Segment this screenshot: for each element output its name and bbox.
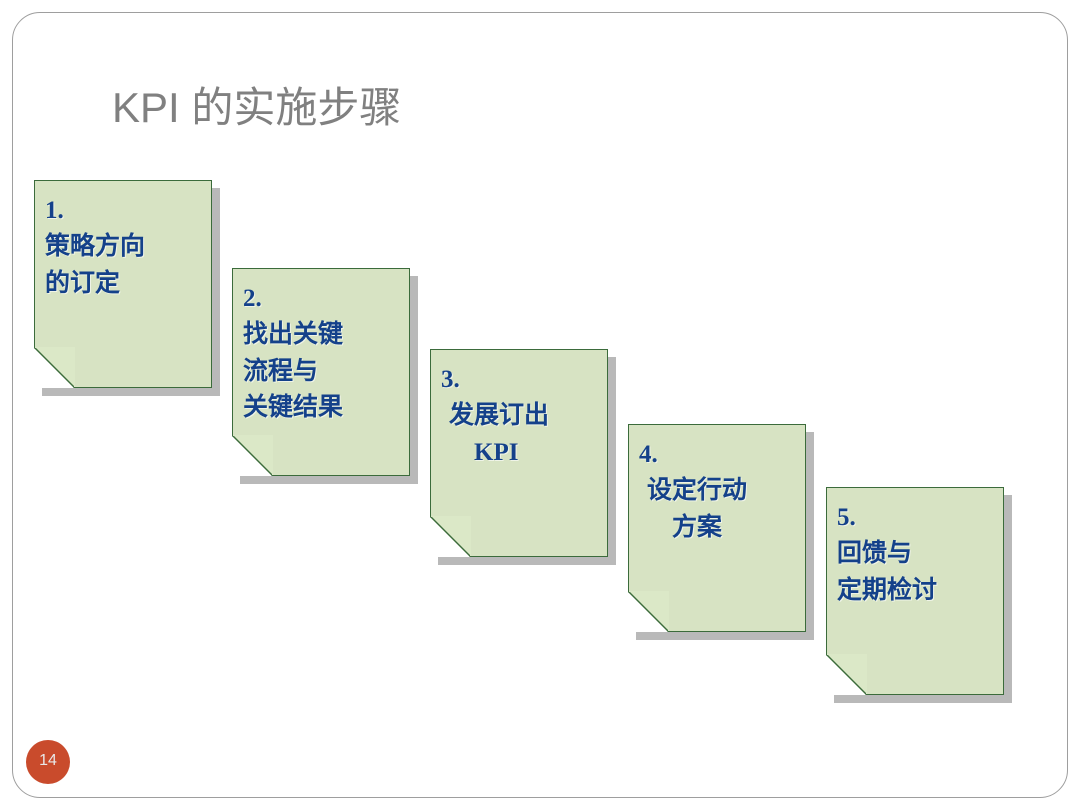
step-note-4: 4.设定行动 方案	[628, 424, 806, 632]
note-lines: 策略方向 的订定	[45, 229, 201, 302]
note-fold-flap	[431, 516, 471, 556]
note-lines: 设定行动 方案	[639, 473, 795, 546]
note-fold-flap	[233, 435, 273, 475]
note-fold-flap	[629, 591, 669, 631]
note-number: 3.	[441, 362, 597, 398]
note-number: 4.	[639, 437, 795, 473]
step-note-5: 5.回馈与 定期检讨	[826, 487, 1004, 695]
page-number: 14	[26, 752, 70, 770]
step-note-2: 2.找出关键 流程与 关键结果	[232, 268, 410, 476]
slide-title: KPI 的实施步骤	[112, 74, 401, 135]
note-body: 4.设定行动 方案	[628, 424, 806, 632]
note-number: 1.	[45, 193, 201, 229]
note-body: 3.发展订出 KPI	[430, 349, 608, 557]
note-body: 2.找出关键 流程与 关键结果	[232, 268, 410, 476]
note-number: 5.	[837, 500, 993, 536]
note-lines: 找出关键 流程与 关键结果	[243, 317, 399, 426]
note-number: 2.	[243, 281, 399, 317]
note-lines: 发展订出 KPI	[441, 398, 597, 471]
note-body: 1.策略方向 的订定	[34, 180, 212, 388]
step-note-3: 3.发展订出 KPI	[430, 349, 608, 557]
step-note-1: 1.策略方向 的订定	[34, 180, 212, 388]
note-fold-flap	[827, 654, 867, 694]
note-fold-flap	[35, 347, 75, 387]
note-body: 5.回馈与 定期检讨	[826, 487, 1004, 695]
note-lines: 回馈与 定期检讨	[837, 536, 993, 609]
